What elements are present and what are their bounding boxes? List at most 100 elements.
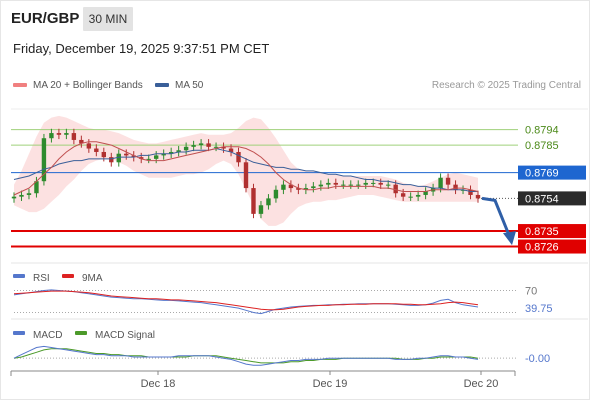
macd-signal-swatch (75, 331, 87, 335)
projection-arrow (481, 196, 511, 236)
candle-up (281, 184, 286, 190)
candle-up (273, 189, 279, 199)
candle-down (288, 184, 294, 189)
ma50-swatch (155, 83, 169, 88)
support-label: 0.8735 (525, 226, 559, 238)
rsi-legend-label: RSI (33, 273, 50, 284)
candle-down (236, 151, 241, 163)
candle-up (371, 182, 376, 184)
candle-up (356, 184, 361, 186)
candle-down (453, 184, 458, 190)
price-panel: 0.8794 0.8785 0.8769 0.8754 0.8735 0.8726 (11, 108, 588, 254)
candle-up (213, 146, 219, 148)
candle-down (333, 182, 339, 185)
macd-swatch (13, 331, 25, 335)
pivot-label-box (518, 165, 586, 180)
candle-down (206, 143, 211, 147)
candle-down (124, 153, 129, 156)
candle-down (393, 184, 398, 194)
legend-ma50: MA 50 (155, 80, 203, 91)
rsi-swatch (13, 274, 25, 278)
candle-down (400, 193, 406, 197)
ma50-line (13, 147, 478, 192)
legend-ma20: MA 20 + Bollinger Bands (13, 80, 143, 91)
ma20-line (13, 141, 479, 196)
timestamp: Friday, December 19, 2025 9:37:51 PM CET (13, 41, 270, 56)
credit-text: Research © 2025 Trading Central (431, 80, 581, 91)
candle-down (79, 139, 84, 144)
candle-down (131, 155, 136, 158)
candle-up (258, 205, 264, 214)
candle-up (198, 143, 204, 146)
candle-down (378, 182, 383, 185)
macd-signal-legend-label: MACD Signal (95, 330, 155, 341)
candle-down (86, 143, 92, 149)
ma20-swatch (13, 83, 27, 88)
candle-down (475, 194, 481, 199)
symbol-title: EUR/GBP (11, 10, 80, 27)
rsi-ma-swatch (62, 274, 74, 278)
candle-up (438, 177, 443, 189)
candle-up (408, 196, 413, 198)
rsi-current-label: 39.75 (525, 303, 553, 315)
last-price-label: 0.8754 (525, 193, 559, 205)
macd-line (13, 345, 479, 366)
resistance-label: 0.8794 (525, 125, 559, 137)
candle-down (251, 188, 256, 214)
candle-down (296, 188, 301, 190)
candle-up (49, 133, 54, 139)
x-tick-label: Dec 19 (313, 378, 348, 390)
pivot-label: 0.8769 (525, 168, 559, 180)
candle-up (363, 182, 368, 185)
candle-up (348, 184, 353, 186)
candle-down (139, 157, 144, 159)
ma50-label: MA 50 (175, 80, 204, 91)
candle-down (101, 151, 107, 158)
candle-up (34, 181, 39, 194)
macd-current-label: -0.00 (525, 353, 550, 365)
candle-up (303, 188, 309, 190)
candle-down (94, 148, 99, 152)
candle-up (415, 194, 421, 197)
macd-panel: MACD MACD Signal -0.00 (13, 330, 550, 366)
candle-up (191, 145, 196, 147)
candle-up (19, 194, 24, 197)
candle-up (311, 186, 316, 189)
candle-up (341, 184, 346, 186)
rsi-tick-70: 70 (525, 286, 537, 298)
candle-up (176, 150, 181, 152)
rsi-ma-line (13, 290, 479, 311)
rsi-line (13, 289, 479, 315)
timeframe-badge[interactable]: 30 MIN (83, 7, 133, 31)
candle-up (423, 191, 428, 195)
candle-up (41, 138, 47, 182)
candle-up (168, 151, 174, 154)
candle-up (385, 184, 391, 186)
candle-down (243, 162, 249, 189)
x-tick-label: Dec 20 (464, 378, 499, 390)
support-label-box (518, 239, 586, 254)
candle-down (445, 177, 451, 185)
candle-up (266, 198, 271, 206)
x-tick-label: Dec 18 (141, 378, 176, 390)
candle-up (146, 158, 151, 160)
support-label: 0.8726 (525, 242, 559, 254)
candle-down (468, 189, 473, 195)
candle-up (11, 196, 17, 199)
candle-down (71, 133, 77, 140)
candle-up (183, 146, 189, 151)
candle-up (116, 153, 121, 163)
x-axis: Dec 18 Dec 19 Dec 20 (10, 370, 516, 390)
candle-up (26, 193, 32, 195)
candle-up (153, 155, 159, 159)
candle-down (228, 148, 234, 152)
candle-up (326, 182, 331, 185)
candle-up (161, 153, 166, 156)
support-label-box (518, 224, 586, 239)
projection-arrowhead (503, 231, 516, 246)
candle-down (221, 146, 226, 149)
last-price-box (518, 191, 586, 206)
macd-legend-label: MACD (33, 330, 62, 341)
candle-up (64, 133, 69, 135)
